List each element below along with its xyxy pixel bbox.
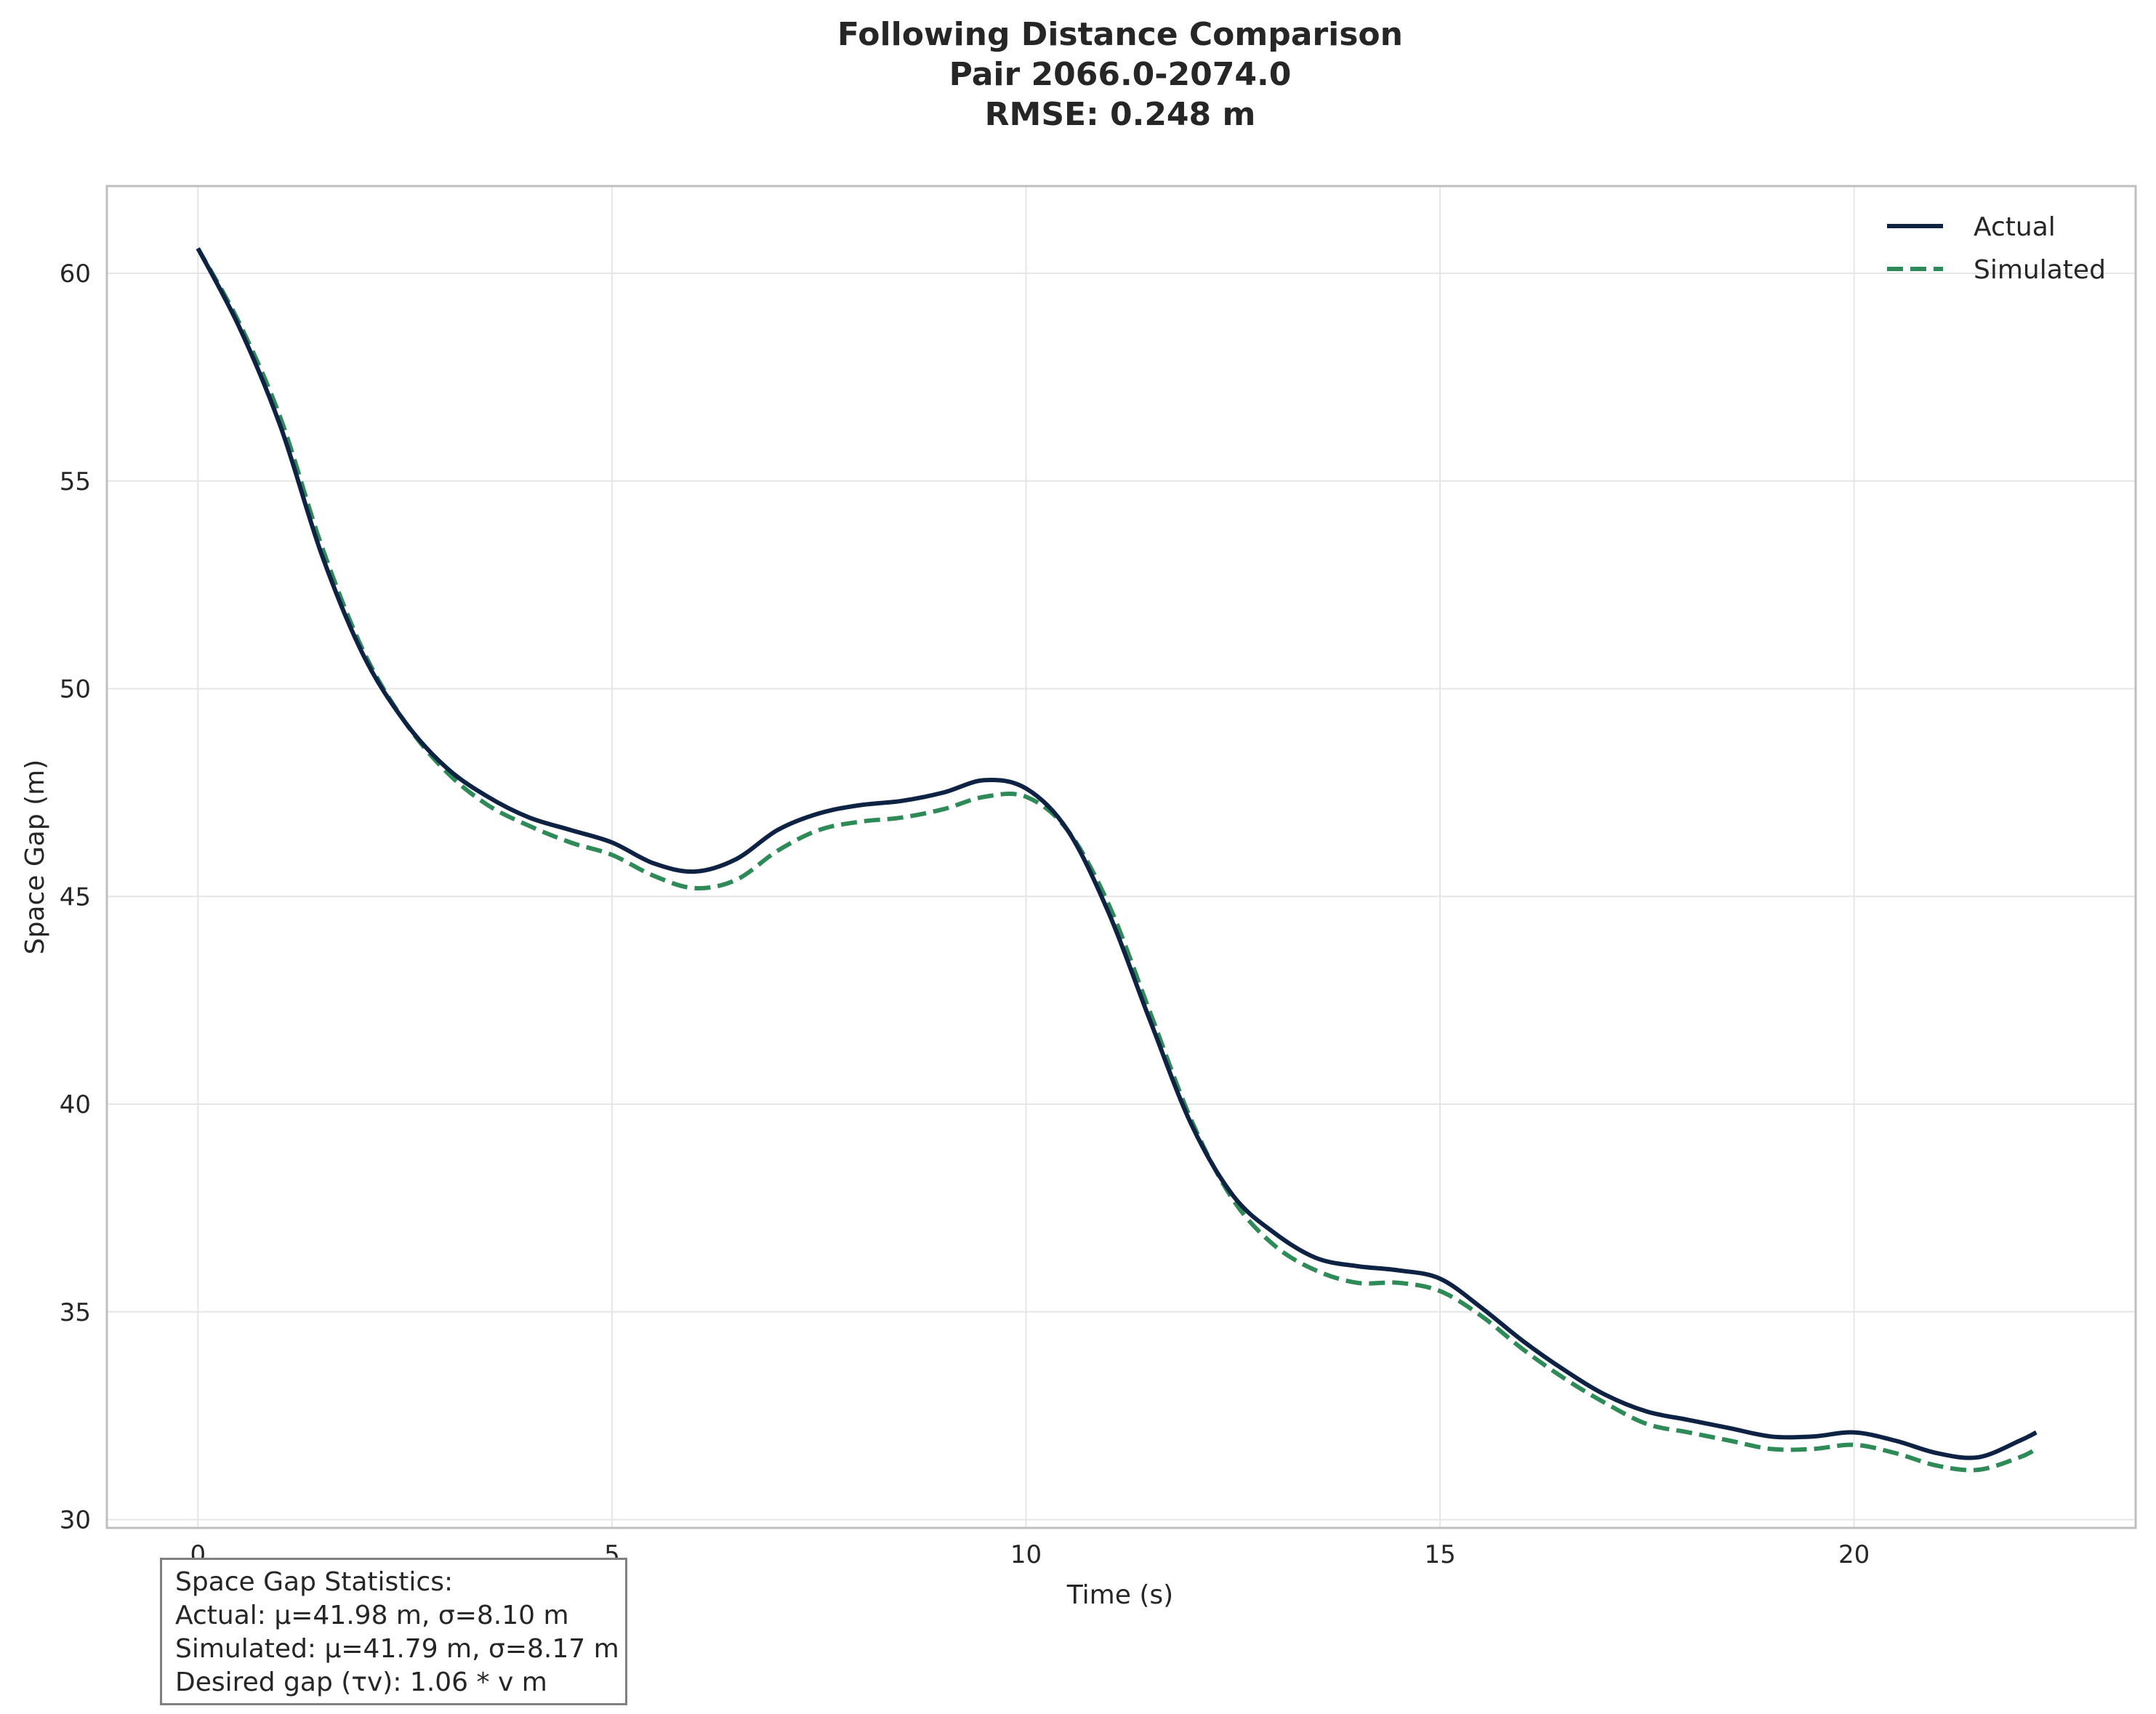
y-tick-label: 40	[60, 1090, 91, 1119]
y-tick-label: 50	[60, 675, 91, 704]
x-tick-label: 10	[1010, 1540, 1042, 1569]
title-line-1: Following Distance Comparison	[837, 16, 1403, 53]
title-line-3: RMSE: 0.248 m	[985, 96, 1256, 133]
chart-title: Following Distance Comparison Pair 2066.…	[837, 16, 1403, 133]
y-tick-labels: 30 35 40 45 50 55 60	[60, 259, 91, 1535]
stats-line-desired-gap: Desired gap (τv): 1.06 * v m	[175, 1667, 547, 1697]
x-tick-label: 15	[1424, 1540, 1455, 1569]
stats-line-actual: Actual: μ=41.98 m, σ=8.10 m	[175, 1601, 569, 1630]
y-tick-label: 60	[60, 259, 91, 289]
series-line-simulated	[196, 247, 2038, 1473]
y-tick-label: 35	[60, 1298, 91, 1327]
stats-line-heading: Space Gap Statistics:	[175, 1567, 454, 1597]
y-axis-label: Space Gap (m)	[20, 760, 50, 955]
y-tick-label: 45	[60, 882, 91, 912]
title-line-2: Pair 2066.0-2074.0	[949, 56, 1292, 93]
series-line-actual	[196, 247, 2038, 1460]
legend-label-simulated: Simulated	[1974, 255, 2106, 285]
plot-frame	[105, 185, 2137, 1529]
grid-lines	[107, 186, 2136, 1528]
x-axis-label: Time (s)	[1066, 1580, 1173, 1610]
series-layer	[196, 247, 2038, 1473]
legend-label-actual: Actual	[1974, 212, 2056, 242]
y-tick-label: 30	[60, 1506, 91, 1535]
x-tick-label: 20	[1838, 1540, 1870, 1569]
legend: Actual Simulated	[1887, 212, 2106, 285]
stats-annotation-box: Space Gap Statistics: Actual: μ=41.98 m,…	[160, 1558, 627, 1705]
stats-line-simulated: Simulated: μ=41.79 m, σ=8.17 m	[175, 1634, 619, 1664]
y-tick-label: 55	[60, 467, 91, 496]
